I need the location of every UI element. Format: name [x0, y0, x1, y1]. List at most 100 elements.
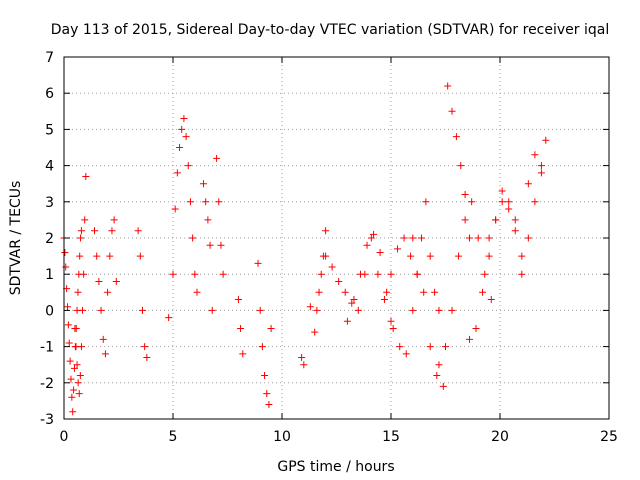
data-point: [485, 252, 493, 260]
data-point: [73, 361, 81, 369]
data-point: [518, 270, 526, 278]
data-point: [67, 375, 75, 383]
data-point: [400, 234, 408, 242]
data-point: [138, 306, 146, 314]
data-point: [200, 180, 208, 188]
y-tick-label: 5: [45, 122, 54, 138]
data-point: [237, 325, 245, 332]
data-point: [204, 216, 212, 224]
data-point: [472, 325, 480, 332]
data-point: [394, 245, 402, 253]
data-point: [492, 216, 500, 224]
data-point: [71, 325, 79, 332]
data-point: [112, 277, 120, 285]
data-point: [448, 107, 456, 115]
data-point: [77, 234, 85, 242]
data-point: [317, 270, 325, 278]
data-point: [524, 234, 532, 242]
data-point: [322, 252, 330, 260]
data-point: [258, 343, 266, 351]
data-point: [77, 227, 85, 235]
data-point: [402, 350, 410, 358]
data-point: [485, 234, 493, 242]
data-point: [165, 314, 173, 322]
data-point: [186, 198, 194, 206]
data-point: [79, 306, 87, 314]
data-point: [180, 115, 188, 123]
data-point: [409, 234, 417, 242]
data-point: [343, 317, 351, 325]
data-point: [457, 162, 465, 170]
data-point: [69, 408, 77, 416]
data-point: [542, 136, 550, 144]
data-point: [169, 270, 177, 278]
data-point: [481, 270, 489, 278]
data-point: [465, 234, 473, 242]
y-tick-label: 1: [45, 267, 54, 283]
data-point: [101, 350, 109, 358]
data-point: [65, 339, 73, 347]
data-point: [328, 263, 336, 271]
data-point: [95, 277, 103, 285]
data-point: [487, 296, 495, 304]
data-point: [134, 227, 142, 235]
data-point: [370, 230, 378, 238]
data-point: [74, 379, 82, 387]
data-point: [208, 306, 216, 314]
data-point: [106, 252, 114, 260]
data-point: [452, 133, 460, 141]
data-point: [104, 288, 112, 296]
data-point: [136, 252, 144, 260]
x-tick-label: 0: [60, 429, 69, 445]
data-point: [219, 270, 227, 278]
x-tick-label: 15: [382, 429, 400, 445]
data-point: [524, 180, 532, 188]
y-tick-label: 2: [45, 231, 54, 247]
data-point: [82, 172, 90, 180]
data-point: [70, 364, 78, 372]
data-point: [356, 270, 364, 278]
data-point: [254, 259, 262, 267]
data-point: [409, 306, 417, 314]
data-point: [76, 372, 84, 380]
y-tick-label: 7: [45, 50, 54, 66]
data-point: [341, 288, 349, 296]
data-point: [62, 263, 70, 271]
data-point: [97, 306, 105, 314]
data-point: [455, 252, 463, 260]
data-point: [389, 325, 397, 332]
data-point: [354, 306, 362, 314]
data-point: [256, 306, 264, 314]
data-point: [75, 390, 83, 398]
data-point: [383, 288, 391, 296]
data-point: [306, 303, 314, 311]
data-point: [435, 361, 443, 369]
data-point: [263, 390, 271, 398]
data-point: [407, 252, 415, 260]
data-point: [537, 162, 545, 170]
data-point: [418, 234, 426, 242]
data-point: [99, 335, 107, 343]
data-point: [363, 241, 371, 249]
data-point: [474, 234, 482, 242]
data-point: [217, 241, 225, 249]
data-point: [173, 169, 181, 177]
data-point: [505, 205, 513, 213]
data-point: [315, 288, 323, 296]
data-point: [77, 343, 85, 351]
axis-ticks: 0 5 10 15 20 25 -3 -2 -1 0 1 2 3 4 5 6 7: [40, 50, 618, 445]
x-tick-label: 20: [491, 429, 509, 445]
data-point: [108, 227, 116, 235]
chart-title: Day 113 of 2015, Sidereal Day-to-day VTE…: [51, 22, 609, 38]
data-point: [461, 216, 469, 224]
data-point: [70, 386, 78, 394]
data-point: [178, 125, 186, 133]
data-point: [531, 151, 539, 159]
data-point: [431, 288, 439, 296]
data-point: [313, 306, 321, 314]
data-point: [76, 252, 84, 260]
data-point: [176, 144, 184, 151]
data-point: [189, 234, 197, 242]
y-tick-label: 0: [45, 303, 54, 319]
data-point: [182, 133, 190, 141]
